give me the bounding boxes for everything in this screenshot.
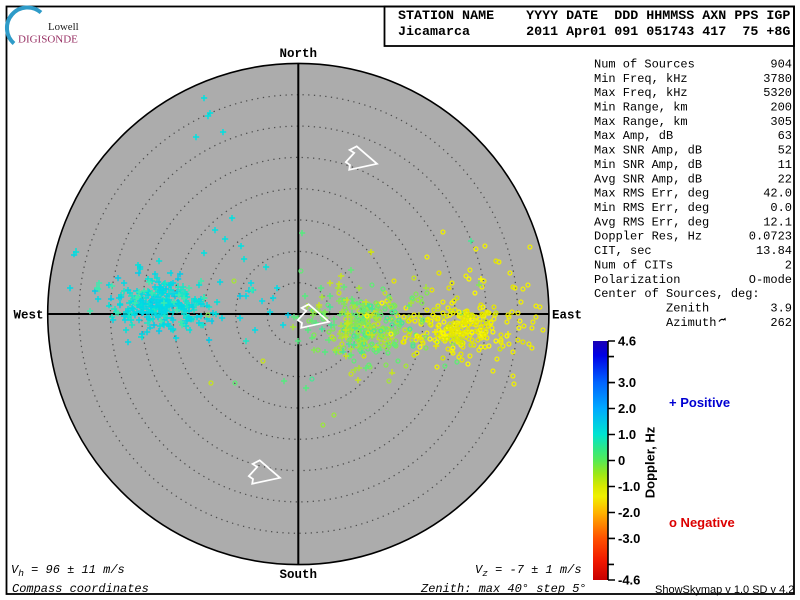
svg-text:Polarization: Polarization [594,273,680,287]
svg-text:0.0723: 0.0723 [749,230,792,244]
svg-text:Max Range, km: Max Range, km [594,115,688,129]
svg-text:-1.0: -1.0 [618,479,640,494]
svg-text:42.0: 42.0 [763,187,792,201]
svg-text:Center of Sources, deg:: Center of Sources, deg: [594,287,760,301]
svg-text:52: 52 [778,144,792,158]
svg-text:West: West [13,309,43,323]
svg-text:Vh = 96 ± 11 m/s: Vh = 96 ± 11 m/s [11,563,125,579]
svg-text:904: 904 [770,58,792,72]
svg-text:Min Freq, kHz: Min Freq, kHz [594,72,688,86]
svg-text:Compass coordinates: Compass coordinates [12,582,149,596]
svg-text:3.9: 3.9 [770,301,792,315]
svg-text:22: 22 [778,172,792,186]
svg-text:CIT, sec: CIT, sec [594,244,652,258]
svg-text:o Negative: o Negative [669,515,735,530]
svg-text:Max Freq, kHz: Max Freq, kHz [594,86,688,100]
svg-text:Vz = -7 ± 1 m/s: Vz = -7 ± 1 m/s [475,563,582,579]
svg-text:200: 200 [770,101,792,115]
svg-text:Min SNR Amp, dB: Min SNR Amp, dB [594,158,702,172]
svg-text:Max Amp, dB: Max Amp, dB [594,129,673,143]
svg-text:12.1: 12.1 [763,215,792,229]
svg-text:Avg SNR Amp, dB: Avg SNR Amp, dB [594,172,702,186]
svg-text:0: 0 [618,453,625,468]
svg-text:Lowell: Lowell [48,21,79,33]
svg-text:13.84: 13.84 [756,244,792,258]
svg-text:STATION NAME YYYY DATE DDD: STATION NAME YYYY DATE DDD HHMMSS AXN PP… [398,9,790,24]
svg-text:5320: 5320 [763,86,792,100]
svg-text:Azimuth: Azimuth [666,316,716,330]
svg-text:11: 11 [778,158,792,172]
svg-text:2.0: 2.0 [618,401,636,416]
svg-text:262: 262 [770,316,792,330]
svg-text:-4.6: -4.6 [618,573,640,588]
svg-text:+ Positive: + Positive [669,395,730,410]
svg-text:Doppler Res, Hz: Doppler Res, Hz [594,230,702,244]
svg-text:ShowSkymap v 1.0 SD v 4.2: ShowSkymap v 1.0 SD v 4.2 [655,584,794,596]
svg-text:0.0: 0.0 [770,201,792,215]
svg-text:Zenith: max 40° step 5°: Zenith: max 40° step 5° [420,582,587,596]
svg-text:Jicamarca 2011 Apr01 091: Jicamarca 2011 Apr01 091 051743 417 75 +… [398,25,790,40]
svg-text:DIGISONDE: DIGISONDE [18,34,78,46]
svg-text:63: 63 [778,129,792,143]
svg-text:Max RMS Err, deg: Max RMS Err, deg [594,187,709,201]
svg-text:2: 2 [785,258,792,272]
svg-text:East: East [552,309,582,323]
svg-text:-3.0: -3.0 [618,531,640,546]
svg-text:Min Range, km: Min Range, km [594,101,688,115]
svg-text:Num of CITs: Num of CITs [594,258,673,272]
svg-text:O-mode: O-mode [749,273,792,287]
svg-text:Doppler, Hz: Doppler, Hz [643,426,658,498]
svg-text:Max SNR Amp, dB: Max SNR Amp, dB [594,144,702,158]
svg-text:North: North [280,47,318,61]
svg-text:Avg RMS Err, deg: Avg RMS Err, deg [594,215,709,229]
svg-text:4.6: 4.6 [618,334,636,349]
svg-text:South: South [280,568,318,582]
svg-text:Num of Sources: Num of Sources [594,58,695,72]
svg-text:305: 305 [770,115,792,129]
svg-text:3.0: 3.0 [618,375,636,390]
svg-text:-2.0: -2.0 [618,505,640,520]
svg-text:1.0: 1.0 [618,427,636,442]
svg-text:3780: 3780 [763,72,792,86]
svg-text:Min RMS Err, deg: Min RMS Err, deg [594,201,709,215]
svg-text:Zenith: Zenith [666,301,709,315]
